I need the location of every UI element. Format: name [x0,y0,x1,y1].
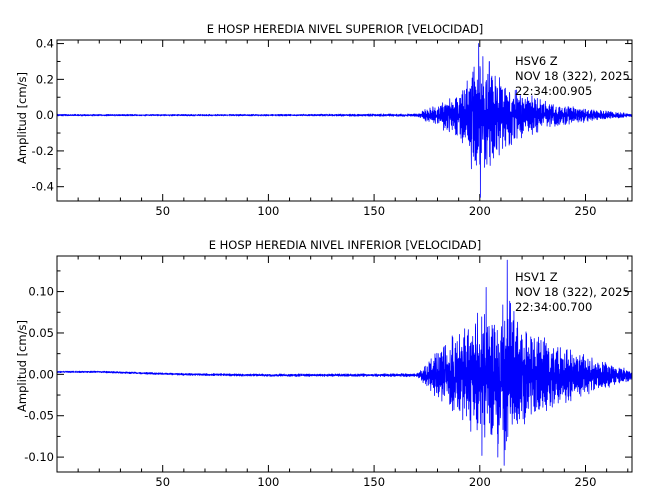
top-chart-title: E HOSP HEREDIA NIVEL SUPERIOR [VELOCIDAD… [207,22,484,36]
top-x-tick-label-100: 100 [257,204,279,218]
top-x-tick-labels: 50 100 150 200 250 [155,204,596,218]
bottom-y-tick-label-4: 0.10 [28,285,54,299]
bottom-chart-title: E HOSP HEREDIA NIVEL INFERIOR [VELOCIDAD… [209,238,482,252]
bottom-y-axis-label: Amplitud [cm/s] [15,320,29,412]
top-y-tick-label-2: 0.0 [36,108,54,122]
bottom-y-tick-label-0: -0.10 [24,450,54,464]
bottom-x-tick-label-100: 100 [257,475,279,489]
top-y-tick-label-1: -0.2 [32,144,54,158]
bottom-x-tick-label-200: 200 [469,475,491,489]
bottom-y-tick-labels: -0.10 -0.05 0.00 0.05 0.10 [24,285,54,465]
top-x-tick-label-150: 150 [363,204,385,218]
bottom-station-label: HSV1 Z [515,270,558,284]
bottom-x-tick-label-250: 250 [575,475,597,489]
bottom-seismogram-panel: E HOSP HEREDIA NIVEL INFERIOR [VELOCIDAD… [15,238,633,489]
bottom-x-tick-label-50: 50 [155,475,170,489]
top-x-tick-label-200: 200 [469,204,491,218]
top-y-tick-labels: -0.4 -0.2 0.0 0.2 0.4 [32,37,54,194]
top-y-tick-label-3: 0.2 [36,72,54,86]
top-velocity-trace [56,43,633,198]
top-x-tick-label-50: 50 [155,204,170,218]
top-seismogram-panel: E HOSP HEREDIA NIVEL SUPERIOR [VELOCIDAD… [15,22,633,218]
top-date-label: NOV 18 (322), 2025 [515,69,630,83]
top-tick-marks [57,40,632,201]
top-y-tick-label-0: -0.4 [32,180,54,194]
top-station-label: HSV6 Z [515,54,558,68]
bottom-velocity-trace [56,259,633,466]
top-time-label: 22:34:00.905 [515,84,592,98]
top-plot-frame [56,39,633,202]
bottom-x-tick-label-150: 150 [363,475,385,489]
bottom-y-tick-label-3: 0.05 [28,326,54,340]
bottom-y-tick-label-1: -0.05 [24,409,54,423]
top-x-tick-label-250: 250 [575,204,597,218]
top-y-axis-label: Amplitud [cm/s] [15,72,29,164]
bottom-date-label: NOV 18 (322), 2025 [515,285,630,299]
bottom-x-tick-labels: 50 100 150 200 250 [155,475,596,489]
bottom-time-label: 22:34:00.700 [515,300,592,314]
bottom-plot-frame [56,255,633,473]
top-y-tick-label-4: 0.4 [36,37,54,51]
bottom-y-tick-label-2: 0.00 [28,367,54,381]
